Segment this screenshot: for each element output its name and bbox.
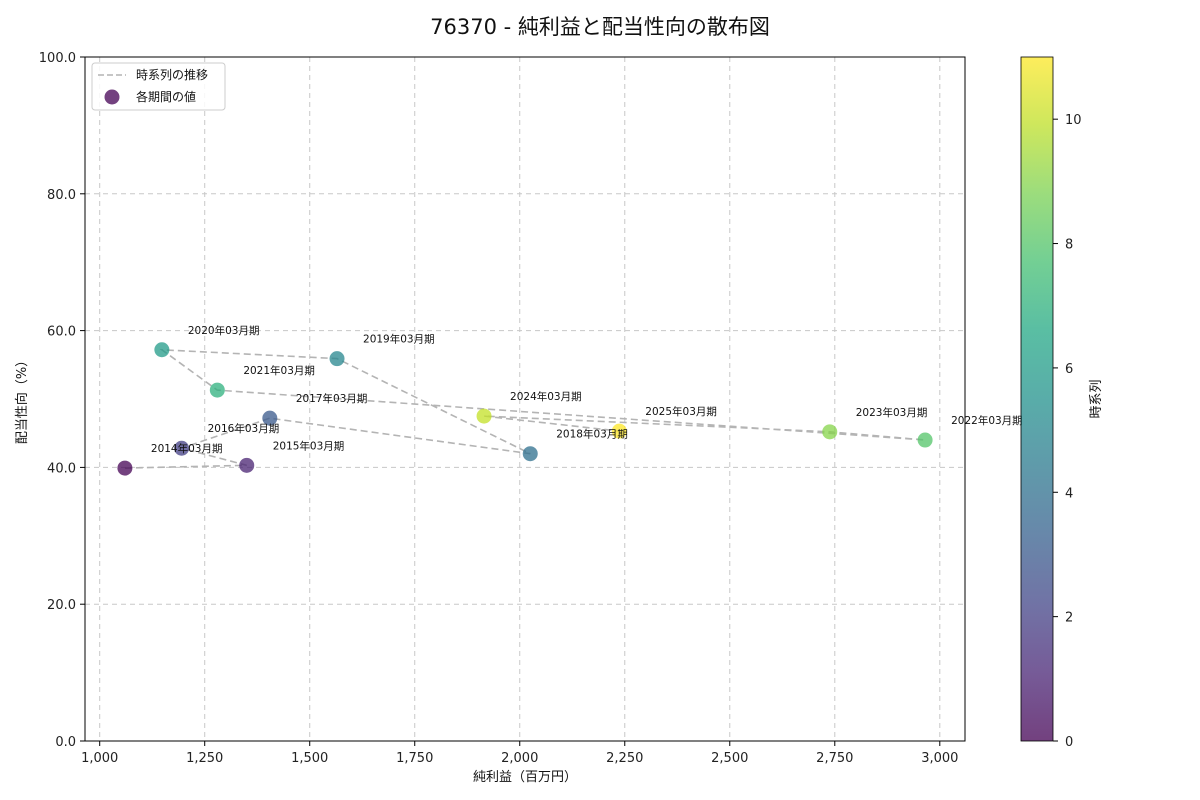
colorbar-tick-label: 6 [1065,362,1073,377]
x-tick-label: 1,000 [81,751,118,766]
y-tick-label: 100.0 [39,51,76,66]
point-labels: 2014年03月期 2015年03月期 2016年03月期 2017年03月期 2018… [151,324,1023,455]
data-point [611,423,627,439]
y-axis-title: 配当性向（%） [14,354,30,444]
point-label: 2014年03月期 [151,442,223,455]
x-tick-label: 1,500 [291,751,328,766]
point-label: 2024年03月期 [510,390,582,403]
data-point [154,342,170,358]
legend-marker-swatch [104,89,120,105]
plot-frame [84,56,966,742]
point-label: 2015年03月期 [273,439,345,452]
point-label: 2018年03月期 [556,428,628,441]
y-tick-label: 80.0 [47,188,76,203]
data-point [822,424,838,440]
x-axis-ticks: 1,000 1,250 1,500 1,750 2,000 2,250 2,500 2,750… [81,741,958,766]
x-tick-label: 2,750 [816,751,853,766]
legend: 時系列の推移 各期間の値 [91,62,226,111]
y-axis-ticks: 0.0 20.0 40.0 60.0 80.0 100.0 [39,51,85,750]
data-point [209,382,225,398]
point-label: 2020年03月期 [188,324,260,337]
plot-area [85,57,965,741]
legend-entry-trend: 時系列の推移 [136,68,208,82]
y-tick-label: 0.0 [55,735,76,750]
colorbar [1020,56,1054,742]
y-tick-label: 40.0 [47,461,76,476]
x-tick-label: 2,000 [501,751,538,766]
colorbar-tick-label: 2 [1065,611,1073,626]
data-point [476,408,492,424]
colorbar-title: 時系列 [1089,379,1104,418]
grid [85,57,965,741]
x-tick-label: 2,500 [711,751,748,766]
x-tick-label: 2,250 [606,751,643,766]
point-label: 2022年03月期 [951,414,1023,427]
data-point [174,440,190,456]
x-tick-label: 3,000 [921,751,958,766]
colorbar-tick-label: 10 [1065,113,1082,128]
colorbar-ticks: 0 2 4 6 8 10 [1053,113,1082,750]
data-point [262,410,278,426]
point-label: 2023年03月期 [856,406,928,419]
chart-title: 76370 - 純利益と配当性向の散布図 [430,15,770,39]
x-tick-label: 1,750 [396,751,433,766]
point-label: 2025年03月期 [645,405,717,418]
point-label: 2021年03月期 [243,364,315,377]
colorbar-tick-label: 8 [1065,238,1073,253]
data-point [117,460,133,476]
colorbar-tick-label: 0 [1065,735,1073,750]
data-point [329,351,345,367]
point-label: 2016年03月期 [208,422,280,435]
legend-entry-points: 各期間の値 [136,89,196,104]
x-tick-label: 1,250 [186,751,223,766]
y-tick-label: 20.0 [47,598,76,613]
data-points [117,342,933,476]
x-axis-title: 純利益（百万円） [473,770,577,785]
trend-line [124,348,926,469]
point-label: 2019年03月期 [363,333,435,346]
y-tick-label: 60.0 [47,325,76,340]
data-point [522,446,538,462]
point-label: 2017年03月期 [296,392,368,405]
colorbar-tick-label: 4 [1065,486,1073,501]
data-point [239,457,255,473]
data-point [917,432,933,448]
